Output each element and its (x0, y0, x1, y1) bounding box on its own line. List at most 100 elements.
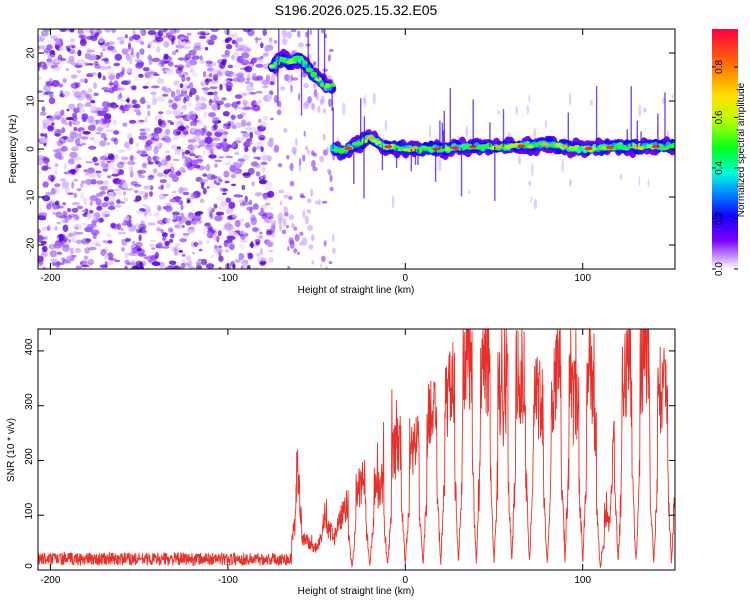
spectrogram-noise-cell (384, 119, 388, 131)
spectrogram-noise-cell (115, 204, 122, 208)
spectrogram-noise-cell (240, 136, 245, 141)
spectrogram-noise-cell (135, 62, 144, 69)
spectrogram-noise-cell (240, 130, 247, 134)
spectrogram-noise-cell (66, 47, 71, 52)
spectrogram-noise-cell (60, 109, 65, 116)
colorbar-tick-label: 0.2 (714, 211, 725, 225)
spectrogram-noise-cell (161, 160, 167, 164)
spectrogram-noise-cell (62, 244, 71, 252)
spectrogram-noise-cell (316, 92, 319, 102)
spectrogram-noise-cell (282, 217, 287, 227)
spectrogram-noise-cell (517, 156, 522, 165)
spectrogram-noise-cell (39, 137, 49, 144)
spectrogram-noise-cell (292, 49, 297, 54)
spectrogram-noise-cell (252, 266, 260, 269)
spectrogram-noise-cell (293, 248, 298, 254)
spectrogram-noise-cell (239, 67, 248, 71)
spectrogram-noise-cell (215, 211, 224, 216)
spectrogram-noise-cell (125, 145, 132, 151)
spectrogram-noise-cell (250, 57, 257, 64)
spectrogram-noise-cell (180, 204, 184, 211)
spectrogram-noise-cell (199, 59, 206, 64)
spectrogram-noise-cell (240, 230, 244, 238)
spectrogram-noise-cell (111, 49, 118, 54)
spectrogram-noise-cell (63, 163, 67, 171)
spectrogram-noise-cell (42, 29, 52, 32)
spectrogram-noise-cell (195, 158, 203, 164)
spectrogram-noise-cell (248, 91, 257, 95)
spectrogram-noise-cell (200, 133, 205, 137)
spectrogram-noise-cell (64, 217, 69, 223)
spectrogram-noise-cell (242, 201, 250, 206)
spectrogram-noise-cell (242, 57, 251, 63)
spectrogram-noise-cell (232, 77, 240, 83)
spectrogram-noise-cell (170, 122, 175, 125)
spectrogram-noise-cell (93, 92, 99, 97)
spectrogram-noise-cell (273, 95, 279, 104)
spectrogram-noise-cell (99, 124, 109, 129)
spectrogram-noise-cell (237, 71, 244, 77)
spectrogram-noise-cell (208, 112, 216, 118)
spectrogram-noise-cell (47, 60, 53, 64)
spectrogram-noise-cell (270, 73, 276, 83)
spectrogram-noise-cell (189, 153, 196, 157)
spectrogram-noise-cell (68, 51, 77, 55)
spectrogram-signal-cell (268, 64, 276, 68)
spectrogram-noise-cell (256, 141, 264, 148)
spectrogram-noise-cell (364, 94, 367, 108)
spectrogram-noise-cell (129, 154, 134, 162)
spectrogram-noise-cell (210, 29, 220, 32)
spectrogram-noise-cell (215, 248, 224, 253)
spectrogram-noise-cell (96, 171, 102, 179)
spectrogram-noise-cell (206, 91, 215, 96)
spectrogram-noise-cell (234, 152, 240, 156)
spectrogram-noise-cell (176, 207, 180, 213)
spectrogram-noise-cell (245, 140, 253, 146)
spectrogram-noise-cell (391, 195, 395, 209)
spectrogram-noise-cell (76, 164, 82, 169)
spectrogram-noise-cell (162, 29, 168, 33)
spectrogram-noise-cell (63, 171, 71, 175)
spectrogram-noise-cell (266, 228, 273, 232)
spectrogram-noise-cell (214, 215, 223, 222)
spectrogram-noise-cell (174, 64, 178, 68)
spectrogram-noise-cell (186, 85, 190, 89)
spectrogram-noise-cell (38, 154, 44, 160)
spectrogram-noise-cell (310, 102, 316, 111)
spectrogram-noise-cell (232, 32, 238, 39)
spectrogram-noise-cell (117, 231, 127, 235)
spectrogram-noise-cell (144, 144, 153, 152)
spectrogram-noise-cell (86, 212, 92, 220)
spectrogram-noise-cell (102, 180, 110, 186)
spectrogram-noise-cell (270, 222, 275, 227)
spectrogram-noise-cell (250, 161, 259, 167)
spectrogram-noise-cell (130, 54, 136, 58)
spectrogram-noise-cell (38, 45, 41, 51)
spectrogram-noise-cell (43, 48, 51, 54)
spectrogram-noise-cell (128, 103, 135, 109)
spectrogram-noise-cell (231, 39, 237, 45)
spectrogram-noise-cell (261, 166, 266, 173)
spectrogram-noise-cell (183, 97, 187, 104)
spectrogram-noise-cell (307, 149, 310, 156)
spectrogram-noise-cell (92, 215, 97, 222)
spectrogram-noise-cell (170, 233, 175, 239)
spectrogram-noise-cell (153, 147, 159, 155)
spectrogram-noise-cell (73, 179, 79, 182)
spectrogram-noise-cell (180, 105, 187, 112)
spectrogram-noise-cell (270, 224, 276, 233)
spectrogram-noise-cell (262, 52, 269, 57)
snr-ytick-label: 200 (24, 448, 35, 465)
spectrogram-noise-cell (107, 65, 112, 69)
spectrogram-noise-cell (214, 159, 223, 163)
spectrogram-noise-cell (120, 80, 130, 85)
spectrogram-noise-cell (38, 240, 48, 244)
spectrogram-noise-cell (136, 142, 139, 148)
spectrogram-noise-cell (186, 32, 192, 36)
spectrogram-noise-cell (86, 35, 93, 40)
spectrogram-noise-cell (201, 124, 209, 129)
spectrogram-noise-cell (76, 95, 85, 101)
spectrogram-noise-cell (104, 113, 112, 120)
spectrogram-noise-cell (132, 29, 136, 36)
spectrogram-noise-cell (109, 197, 115, 202)
